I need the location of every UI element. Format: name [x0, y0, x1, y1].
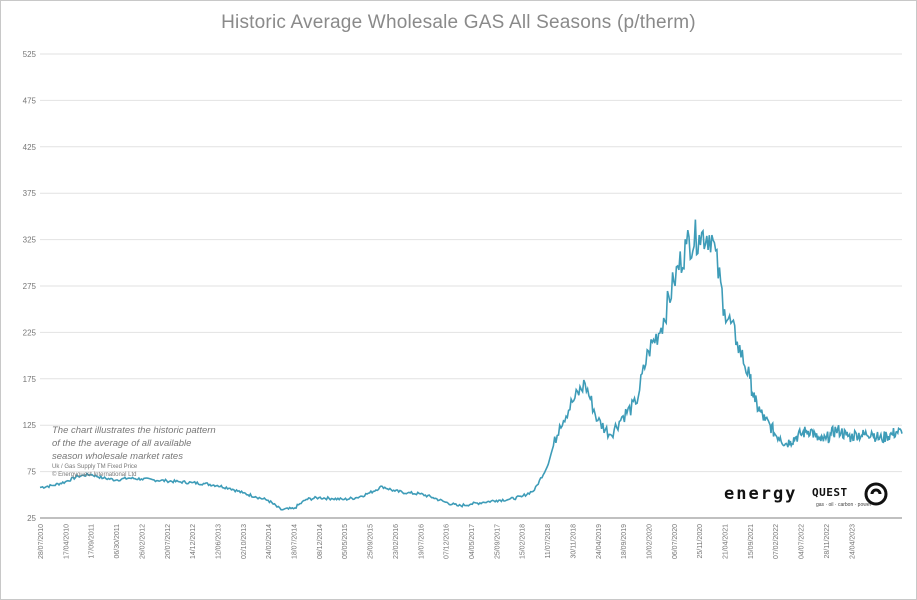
x-tick-label: 15/09/2021 — [748, 524, 755, 559]
x-axis: 28/07/2010 17/04/2010 17/09/2011 06/30/2011… — [38, 524, 856, 559]
y-axis: 25 75 125 175 225 275 325 375 425 475 525 — [23, 50, 37, 523]
gridlines — [40, 53, 902, 519]
x-tick-label: 02/10/2013 — [241, 524, 248, 559]
x-tick-label: 23/02/2016 — [393, 524, 400, 559]
annotation-line-3: season wholesale market rates — [52, 451, 183, 462]
x-tick-label: 20/07/2012 — [165, 524, 172, 559]
y-tick-label: 25 — [27, 514, 36, 523]
chart-title: Historic Average Wholesale GAS All Seaso… — [221, 12, 696, 33]
x-tick-label: 10/02/2020 — [646, 524, 653, 559]
chart-annotation: The chart illustrates the historic patte… — [52, 424, 292, 479]
x-tick-label: 15/02/2018 — [520, 524, 527, 559]
x-tick-label: 05/05/2015 — [342, 524, 349, 559]
x-tick-label: 28/07/2010 — [38, 524, 45, 559]
y-tick-label: 225 — [23, 328, 37, 337]
x-tick-label: 21/04/2021 — [723, 524, 730, 559]
x-tick-label: 24/02/2014 — [266, 524, 273, 559]
annotation-line-2: of the the average of all available — [52, 438, 192, 449]
annotation-line-1: The chart illustrates the historic patte… — [52, 425, 216, 436]
y-tick-label: 175 — [23, 375, 37, 384]
x-tick-label: 11/07/2018 — [545, 524, 552, 559]
x-tick-label: 17/09/2011 — [89, 524, 96, 559]
x-tick-label: 04/05/2017 — [469, 524, 476, 559]
x-tick-label: 18/07/2014 — [292, 524, 299, 559]
y-tick-label: 125 — [23, 421, 37, 430]
x-tick-label: 12/06/2013 — [215, 524, 222, 559]
x-tick-label: 07/12/2016 — [444, 524, 451, 559]
x-tick-label: 25/11/2020 — [697, 524, 704, 559]
x-tick-label: 07/02/2022 — [773, 524, 780, 559]
x-tick-label: 26/02/2012 — [139, 524, 146, 559]
y-tick-label: 475 — [23, 96, 37, 105]
y-tick-label: 525 — [23, 50, 37, 59]
x-tick-label: 06/07/2020 — [672, 524, 679, 559]
annotation-line-4: Uk / Gas Supply TM Fixed Price — [52, 464, 138, 470]
x-tick-label: 30/11/2018 — [570, 524, 577, 559]
x-tick-label: 19/07/2016 — [418, 524, 425, 559]
x-tick-label: 18/09/2019 — [621, 524, 628, 559]
swirl-logo-icon — [864, 482, 888, 506]
y-tick-label: 375 — [23, 189, 37, 198]
logo-word-energy: energy — [724, 484, 798, 504]
energyquest-logo: energy QUEST gas · oil · carbon · power — [724, 482, 894, 516]
y-tick-label: 325 — [23, 236, 37, 245]
x-tick-label: 04/07/2022 — [799, 524, 806, 559]
logo-tagline: gas · oil · carbon · power — [816, 502, 872, 508]
x-tick-label: 06/30/2011 — [114, 524, 121, 559]
x-tick-label: 08/12/2014 — [317, 524, 324, 559]
logo-word-quest: QUEST — [812, 486, 848, 499]
x-tick-label: 25/09/2017 — [494, 524, 501, 559]
y-tick-label: 75 — [27, 468, 36, 477]
series-line — [39, 219, 903, 511]
x-tick-label: 24/04/2019 — [596, 524, 603, 559]
x-tick-label: 28/11/2022 — [824, 524, 831, 559]
x-tick-label: 14/12/2012 — [190, 524, 197, 559]
x-tick-label: 17/04/2010 — [63, 524, 70, 559]
y-tick-label: 275 — [23, 282, 37, 291]
x-tick-label: 24/04/2023 — [849, 524, 856, 559]
y-tick-label: 425 — [23, 143, 37, 152]
x-tick-label: 25/09/2015 — [368, 524, 375, 559]
annotation-credit: © Energyquest International Ltd — [52, 472, 137, 478]
